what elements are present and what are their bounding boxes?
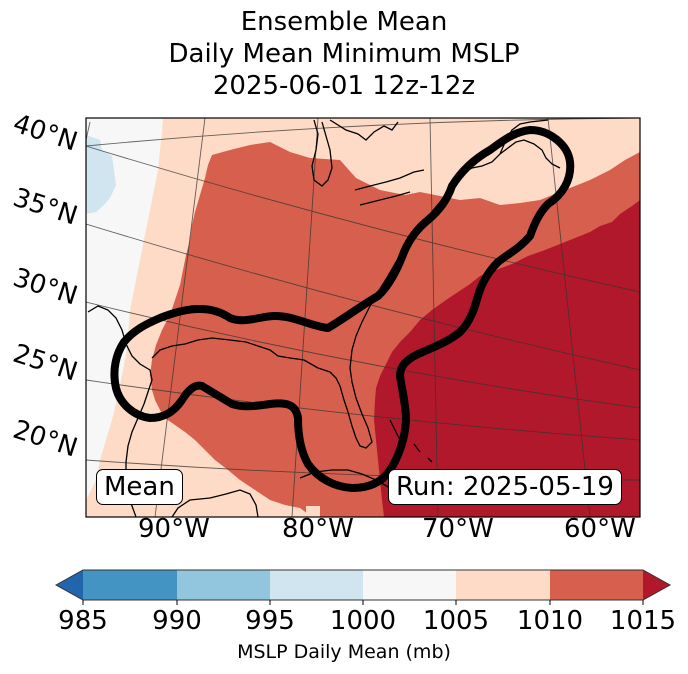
colorbar-tick-1000: 1000 — [329, 606, 397, 636]
lon-label-80w: 80°W — [282, 514, 354, 544]
lon-label-60w: 60°W — [564, 514, 636, 544]
graticule-lat-25 — [86, 379, 640, 441]
graticule-lon-100 — [86, 121, 91, 141]
lon-label-70w: 70°W — [422, 514, 494, 544]
map-frame — [85, 117, 641, 518]
colorbar-bin-990-995 — [177, 570, 270, 600]
colorbar-extend-over — [643, 570, 670, 600]
graticule-lon-60 — [547, 118, 591, 517]
mean-annotation: Mean — [96, 469, 183, 505]
field-1005-1010-patch — [306, 506, 320, 517]
coast-great-lakes — [311, 119, 425, 206]
colorbar-tick-1015: 1015 — [609, 606, 677, 636]
chart-title-line-2: Daily Mean Minimum MSLP — [168, 39, 520, 69]
coast-bahamas — [389, 419, 433, 463]
chart-title-line-1: Ensemble Mean — [240, 7, 448, 37]
graticule-lon-90 — [154, 118, 206, 517]
colorbar — [54, 569, 672, 605]
graticule-lon-70 — [429, 118, 439, 517]
graticule-lat-45 — [86, 118, 640, 147]
lon-label-90w: 90°W — [138, 514, 210, 544]
colorbar-ticks — [82, 600, 644, 605]
colorbar-tick-1010: 1010 — [516, 606, 584, 636]
map-field — [86, 118, 640, 517]
colorbar-tick-990: 990 — [152, 606, 202, 636]
colorbar-bin-995-1000 — [270, 570, 363, 600]
colorbar-tick-1005: 1005 — [422, 606, 490, 636]
colorbar-label: MSLP Daily Mean (mb) — [237, 641, 451, 663]
colorbar-bin-1010-1015 — [550, 570, 643, 600]
field-over-1015 — [374, 200, 640, 517]
colorbar-tick-985: 985 — [58, 606, 108, 636]
graticule-lon-80 — [291, 118, 319, 517]
colorbar-bin-985-990 — [83, 570, 177, 600]
track-contour — [110, 126, 575, 492]
colorbar-tick-995: 995 — [245, 606, 295, 636]
colorbar-bin-1000-1005 — [363, 570, 456, 600]
graticule-lat-40 — [86, 145, 640, 293]
colorbar-extend-under — [56, 570, 83, 600]
coast-yucatan — [171, 489, 259, 517]
field-995-1000 — [86, 135, 116, 214]
colorbar-bin-1005-1010 — [456, 570, 550, 600]
run-date-annotation: Run: 2025-05-19 — [388, 469, 622, 505]
chart-title-line-3: 2025-06-01 12z-12z — [212, 71, 476, 101]
